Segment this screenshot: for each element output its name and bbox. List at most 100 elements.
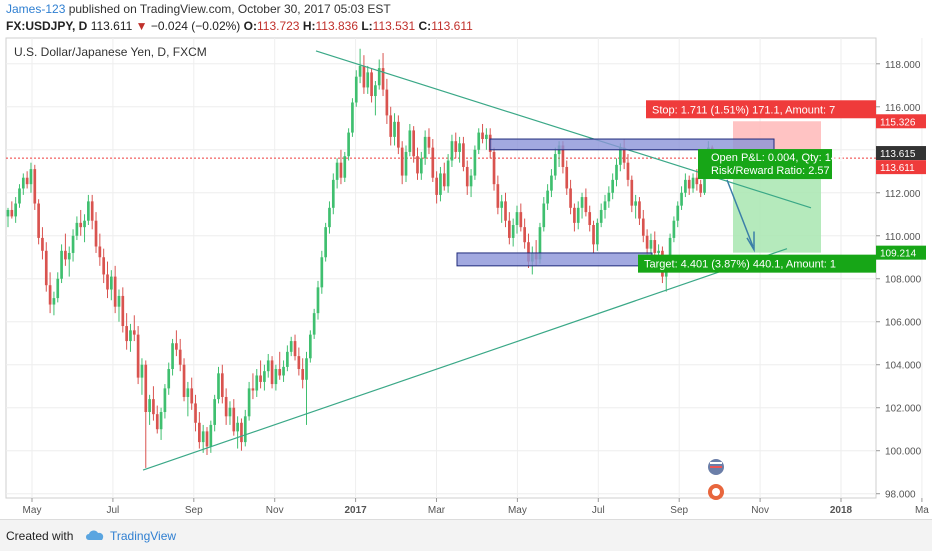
last-price: 113.611	[90, 19, 133, 33]
candle-body	[316, 287, 320, 314]
candle-body	[695, 177, 699, 185]
candle-body	[240, 422, 243, 443]
candle-body	[699, 184, 703, 193]
candle-body	[270, 360, 274, 385]
candle-body	[247, 388, 251, 417]
candle-body	[343, 156, 347, 178]
resistance-zone	[489, 138, 775, 151]
candle-body	[377, 68, 381, 86]
candle-body	[98, 246, 102, 258]
candle-body	[481, 132, 484, 140]
candle-body	[691, 177, 695, 189]
target-label: Target: 4.401 (3.87%) 440.1, Amount: 1	[644, 259, 836, 271]
candle-body	[117, 295, 121, 307]
candle-body	[37, 203, 40, 238]
chart-title: U.S. Dollar/Japanese Yen, D, FXCM	[14, 45, 207, 59]
candle-body	[155, 414, 159, 430]
candle-body	[404, 151, 408, 176]
price-badge-label: 115.326	[880, 117, 916, 128]
y-tick-label: 116.000	[885, 103, 921, 114]
candle-body	[274, 369, 278, 385]
author-link[interactable]: James-123	[6, 2, 66, 16]
candle-body	[374, 85, 377, 97]
candle-body	[44, 250, 48, 286]
candle-body	[79, 222, 83, 228]
candle-body	[519, 212, 523, 228]
candle-body	[469, 175, 473, 187]
time-axis[interactable]: May Jul Sep Nov 2017 Mar May Jul Sep Nov 2018 Ma	[23, 498, 930, 516]
candle-body	[224, 396, 228, 417]
position-labels: Stop: 1.711 (1.51%) 171.1, Amount: 7 Open…	[638, 100, 876, 273]
candle-body	[194, 403, 197, 423]
candle-body	[178, 349, 182, 365]
candle-body	[626, 162, 630, 180]
candle-body	[236, 422, 239, 432]
candle-body	[450, 141, 454, 161]
candle-body	[209, 424, 213, 447]
symbol-label: FX:USDJPY, D	[6, 19, 88, 33]
projection-arrow	[726, 179, 754, 247]
candle-body	[109, 276, 113, 290]
candle-body	[289, 341, 293, 352]
ohlc-legend: FX:USDJPY, D 113.611 ▼ −0.024 (−0.02%) O…	[6, 19, 473, 33]
price-badge-label: 113.615	[880, 149, 916, 160]
candle-body	[64, 250, 67, 260]
candle-body	[278, 369, 282, 376]
candle-body	[599, 209, 603, 223]
candle-body	[301, 369, 305, 380]
target-label-box	[638, 254, 876, 273]
price-badges: 115.326 113.615 113.611 109.214	[876, 114, 926, 260]
candle-body	[266, 360, 270, 372]
candle-body	[90, 201, 94, 221]
x-tick-label: May	[23, 505, 42, 516]
candle-body	[263, 371, 266, 382]
candle-body	[366, 72, 370, 88]
candle-body	[6, 209, 10, 217]
tradingview-cloud-icon	[86, 530, 104, 540]
y-tick-label: 104.000	[885, 361, 922, 372]
tradingview-link[interactable]: TradingView	[110, 529, 177, 543]
candle-body	[500, 201, 504, 208]
candle-body	[56, 278, 60, 299]
candle-body	[416, 156, 419, 174]
candle-body	[393, 121, 396, 137]
candle-body	[140, 364, 144, 378]
x-tick-label: Jul	[592, 505, 605, 516]
candle-body	[255, 375, 259, 391]
candle-body	[653, 240, 657, 253]
candle-body	[305, 358, 308, 380]
candle-body	[205, 431, 209, 447]
candle-body	[71, 235, 75, 253]
candle-body	[83, 220, 86, 228]
candle-body	[641, 218, 645, 236]
candle-body	[282, 366, 285, 376]
candle-body	[397, 121, 400, 148]
close-label: C:	[418, 19, 432, 33]
candle-body	[638, 201, 641, 219]
price-badge	[876, 245, 926, 260]
low-label: L:	[361, 19, 373, 33]
x-tick-label: Ma	[915, 505, 929, 516]
support-zone	[456, 252, 653, 267]
candle-body	[458, 143, 461, 152]
candle-body	[144, 364, 148, 413]
candle-body	[186, 388, 190, 397]
candle-body	[580, 197, 584, 208]
candle-body	[523, 227, 526, 243]
candle-body	[477, 132, 481, 150]
candle-body	[553, 154, 557, 176]
drawings	[142, 50, 812, 471]
candle-body	[607, 192, 611, 202]
candle-body	[113, 276, 117, 307]
candle-body	[259, 375, 262, 382]
candle-body	[339, 162, 343, 178]
candle-body	[684, 179, 687, 193]
candle-body	[542, 203, 546, 228]
price-chart[interactable]: 118.000116.000114.000112.000110.000108.0…	[0, 36, 932, 519]
candle-body	[381, 68, 385, 90]
candle-body	[511, 225, 515, 238]
candle-body	[622, 147, 626, 163]
close-value: 113.611	[431, 19, 473, 33]
candle-body	[703, 171, 706, 193]
candle-body	[75, 222, 79, 236]
